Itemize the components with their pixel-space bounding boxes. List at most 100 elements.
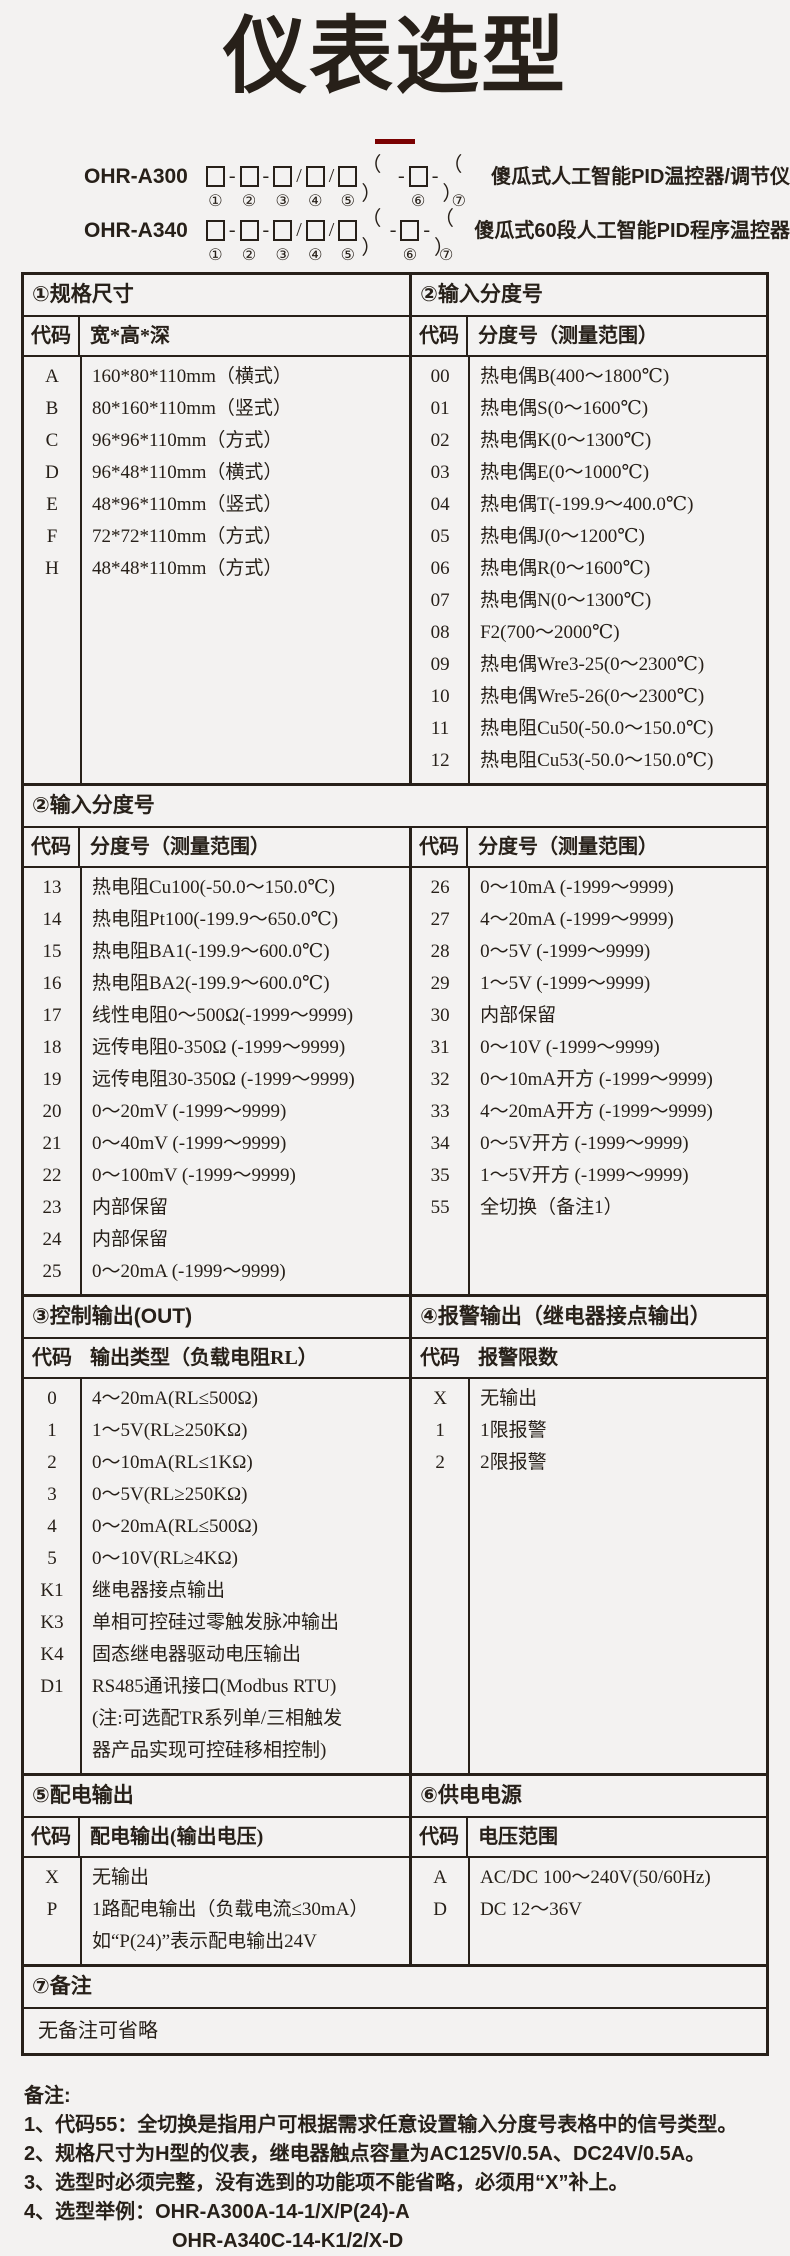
table-half-left: ⑤配电输出 代码 配电输出(输出电压) X 无输出 P 1路配电输出（负载电流≤30mA） … xyxy=(24,1775,413,1964)
position-marker: ⑥ xyxy=(402,246,418,264)
row-code: 1 xyxy=(435,1419,445,1441)
table-row: 33 4～20mA开方 (-1999～9999) xyxy=(412,1096,766,1128)
column-headers: 代码 分度号（测量范围） xyxy=(412,316,766,357)
row-code: 2 xyxy=(435,1451,445,1473)
column-header-code: 代码 xyxy=(24,827,80,866)
code-box-slot: ⑥ xyxy=(407,162,430,214)
row-code: 08 xyxy=(430,621,450,643)
table-row: 26 0～10mA (-1999～9999) xyxy=(412,872,766,904)
row-code: X xyxy=(45,1866,59,1888)
table-row: H 48*48*110mm（方式） xyxy=(24,553,409,585)
row-code: D xyxy=(45,461,59,483)
model-code-box xyxy=(408,166,428,188)
table-row: 29 1～5V (-1999～9999) xyxy=(412,968,766,1000)
table-row: 07 热电偶N(0～1300℃) xyxy=(412,585,766,617)
row-label: 0～40mV (-1999～9999) xyxy=(92,1132,287,1154)
column-headers: 代码 宽*高*深 xyxy=(24,316,410,357)
table-row: 19 远传电阻30-350Ω (-1999～9999) xyxy=(24,1064,409,1096)
row-code: 13 xyxy=(42,876,62,898)
row-label: 4～20mA(RL≤500Ω) xyxy=(92,1387,258,1409)
footnote-item: 3、选型时必须完整，没有选到的功能项不能省略，必须用“X”补上。 xyxy=(24,2171,629,2194)
row-label: 48*48*110mm（方式） xyxy=(92,557,283,579)
rows: A 160*80*110mm（横式） B 80*160*110mm（竖式） C 96*96… xyxy=(24,356,409,783)
row-label: 0～5V(RL≥250KΩ) xyxy=(92,1483,248,1505)
table-half-left: ③控制输出(OUT) 代码 输出类型（负载电阻RL） 0 4～20mA(RL≤500Ω)… xyxy=(24,1296,413,1773)
column-header-code: 代码 xyxy=(412,827,469,866)
table-row: X 无输出 xyxy=(412,1383,766,1415)
rows: 0 4～20mA(RL≤500Ω) 1 1～5V(RL≥250KΩ) 2 0～10mA(R… xyxy=(24,1378,409,1773)
table-row: 3 0～5V(RL≥250KΩ) xyxy=(24,1479,409,1511)
title-underline xyxy=(375,138,415,144)
row-label: 0～20mA(RL≤500Ω) xyxy=(92,1515,258,1537)
column-header-code: 代码 xyxy=(32,1346,72,1369)
table-row: D DC 12～36V xyxy=(412,1894,766,1926)
code-separator: / xyxy=(328,219,335,242)
position-marker: ④ xyxy=(308,192,323,210)
section-header: ②输入分度号 xyxy=(24,786,766,828)
rows: X 无输出 1 1限报警 2 2限报警 xyxy=(412,1378,766,1773)
row-code: P xyxy=(46,1898,58,1920)
row-label: 内部保留 xyxy=(480,1004,557,1026)
row-label: 全切换（备注1） xyxy=(480,1196,623,1218)
row-code: A xyxy=(45,365,59,387)
row-code: 17 xyxy=(42,1004,62,1026)
row-code: 1 xyxy=(47,1419,57,1441)
row-label: 80*160*110mm（竖式） xyxy=(92,397,292,419)
row-code: F xyxy=(46,525,58,547)
row-label: 热电阻Cu53(-50.0～150.0℃) xyxy=(480,749,714,771)
row-code: 04 xyxy=(430,493,450,515)
column-header-label: 分度号（测量范围） xyxy=(90,835,270,858)
table-row: A 160*80*110mm（横式） xyxy=(24,361,409,393)
section-header: ①规格尺寸 xyxy=(24,275,410,317)
table-row: 32 0～10mA开方 (-1999～9999) xyxy=(412,1064,766,1096)
row-label: RS485通讯接口(Modbus RTU) (注:可选配TR系列单/三相触发 器… xyxy=(92,1675,343,1761)
table-row: 35 1～5V开方 (-1999～9999) xyxy=(412,1160,766,1192)
row-code: 29 xyxy=(430,972,450,994)
code-box-slot: ③ xyxy=(271,162,294,214)
table-row: 25 0～20mA (-1999～9999) xyxy=(24,1256,409,1288)
table-row: X 无输出 xyxy=(24,1862,409,1894)
column-divider xyxy=(468,867,471,1294)
row-label: 单相可控硅过零触发脉冲输出 xyxy=(92,1611,340,1633)
table-section-remark: ⑦备注 无备注可省略 xyxy=(24,1963,766,2053)
column-divider xyxy=(468,1378,471,1773)
row-label: 48*96*110mm（竖式） xyxy=(92,493,283,515)
column-header-label: 配电输出(输出电压) xyxy=(90,1825,264,1848)
model-description: 傻瓜式人工智能PID温控器/调节仪 xyxy=(491,165,790,188)
row-code: 00 xyxy=(430,365,450,387)
row-label: 1～5V (-1999～9999) xyxy=(480,972,651,994)
column-header-code: 代码 xyxy=(24,316,80,355)
column-header-label: 报警限数 xyxy=(478,1346,559,1369)
section-body: ①规格尺寸 代码 宽*高*深 A 160*80*110mm（横式） B 80*160*110… xyxy=(24,274,766,783)
row-code: 18 xyxy=(42,1036,62,1058)
row-code: C xyxy=(45,429,59,451)
model-code-pattern: ① - ② - ③ / ④ / ⑤ （ ） - ⑥ - （ ） ⑦ xyxy=(204,154,477,214)
table-section-input-division: ②输入分度号 代码 分度号（测量范围） 13 热电阻Cu100(-50.0～150.0℃… xyxy=(24,782,766,1294)
code-box-slot: ⑤ xyxy=(336,162,359,214)
row-label: 0～10mA(RL≤1KΩ) xyxy=(92,1451,253,1473)
row-label: 0～5V (-1999～9999) xyxy=(480,940,651,962)
row-label: 0～10mA开方 (-1999～9999) xyxy=(480,1068,713,1090)
row-label: 72*72*110mm（方式） xyxy=(92,525,283,547)
code-separator: - xyxy=(228,165,236,188)
row-code: 15 xyxy=(42,940,62,962)
code-box-slot: ① xyxy=(204,162,227,214)
table-row: 22 0～100mV (-1999～9999) xyxy=(24,1160,409,1192)
row-code: 27 xyxy=(430,908,450,930)
position-marker: ⑦ xyxy=(451,192,466,210)
row-code: 0 xyxy=(47,1387,57,1409)
code-separator: - xyxy=(389,219,397,242)
model-code-box xyxy=(338,220,358,242)
model-code-box xyxy=(305,166,325,188)
row-code: 16 xyxy=(42,972,62,994)
rows: A AC/DC 100～240V(50/60Hz) D DC 12～36V xyxy=(412,1857,766,1964)
column-header-label: 电压范围 xyxy=(478,1825,559,1848)
table-row: 27 4～20mA (-1999～9999) xyxy=(412,904,766,936)
code-separator: （ ） ⑦ xyxy=(440,154,477,214)
row-label: 0～10mA (-1999～9999) xyxy=(480,876,674,898)
table-row: K3 单相可控硅过零触发脉冲输出 xyxy=(24,1607,409,1639)
row-code: 20 xyxy=(42,1100,62,1122)
table-row: D1 RS485通讯接口(Modbus RTU) (注:可选配TR系列单/三相触发… xyxy=(24,1671,409,1767)
table-section-size-input: ①规格尺寸 代码 宽*高*深 A 160*80*110mm（横式） B 80*160*110… xyxy=(24,274,766,783)
code-box-slot: ② xyxy=(238,216,261,268)
